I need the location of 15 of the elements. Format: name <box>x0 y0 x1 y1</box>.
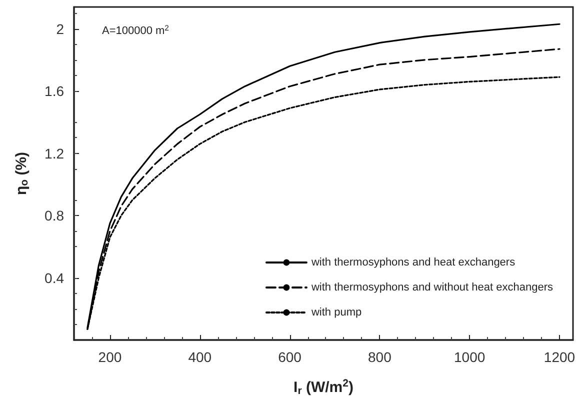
y-tick-label: 0.8 <box>44 208 64 224</box>
x-tick-label: 400 <box>188 349 212 365</box>
x-tick-label: 600 <box>278 349 302 365</box>
y-tick-label: 1.2 <box>44 145 64 162</box>
x-tick-label: 1000 <box>454 349 486 365</box>
legend-label: with pump <box>310 306 362 318</box>
legend-label: with thermosyphons and without heat exchangers <box>310 282 554 294</box>
y-tick-label: 1.6 <box>44 83 64 100</box>
x-tick-label: 1200 <box>544 349 576 365</box>
x-tick-label: 800 <box>368 349 392 365</box>
y-tick-label: 0.4 <box>44 270 64 286</box>
y-tick-label: 2 <box>56 20 64 37</box>
x-tick-label: 200 <box>98 349 122 365</box>
legend-label: with thermosyphons and heat exchangers <box>310 256 516 268</box>
y-axis-title: ηo (%) <box>13 152 30 196</box>
